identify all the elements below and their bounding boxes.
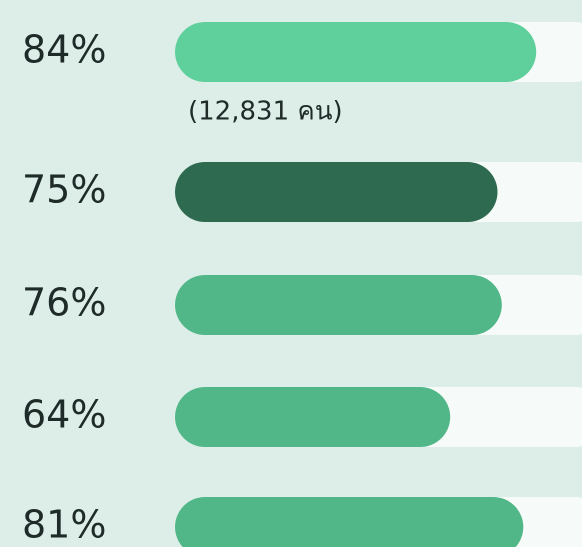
bar [175, 497, 524, 547]
value-label: 75% [22, 168, 106, 212]
bar [175, 162, 498, 222]
value-label: 84% [22, 28, 106, 72]
value-label: 64% [22, 393, 106, 437]
bar [175, 275, 502, 335]
value-label: 76% [22, 281, 106, 325]
annotation: (12,831 คน) [188, 97, 343, 127]
bar [175, 22, 537, 82]
bar [175, 387, 451, 447]
value-label: 81% [22, 503, 106, 547]
